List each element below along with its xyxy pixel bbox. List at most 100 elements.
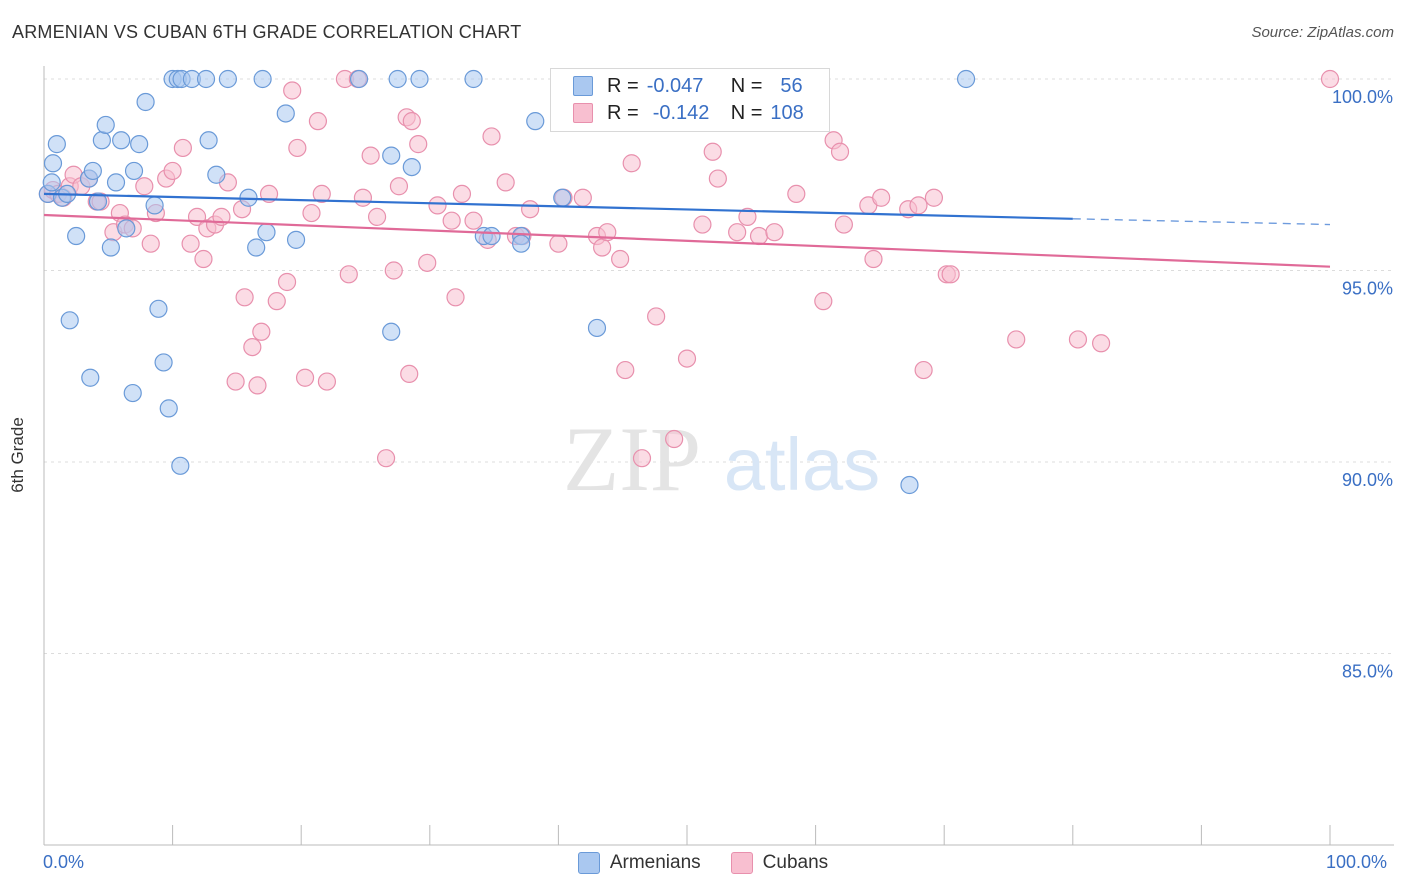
armenian-point [47, 135, 66, 154]
cuban-point [787, 184, 806, 203]
armenian-point [512, 234, 531, 253]
stats-legend: R = -0.047 N = 56 R = -0.142 N = 108 [550, 68, 830, 132]
armenian-point [218, 69, 237, 89]
legend-item-armenians: Armenians [577, 852, 701, 874]
cuban-point [464, 211, 483, 230]
armenian-point [154, 353, 173, 372]
cuban-point [521, 200, 540, 219]
watermark-zip: ZIP [563, 408, 701, 510]
armenian-point [106, 173, 126, 192]
cuban-point [226, 372, 245, 391]
armenian-point [410, 69, 429, 89]
y-tick-label: 100.0% [1332, 87, 1393, 107]
armenian-point [464, 69, 483, 89]
cuban-point [428, 196, 447, 215]
armenian-trend-extension [1072, 218, 1331, 226]
armenian-point [276, 104, 295, 123]
legend-item-cubans: Cubans [730, 852, 829, 874]
cuban-point [814, 292, 833, 311]
cuban-swatch [573, 103, 593, 123]
armenian-point [136, 92, 155, 112]
cuban-point [418, 253, 437, 272]
cuban-point [1320, 69, 1340, 89]
y-tick-labels: 85.0% 90.0% 95.0% 100.0% [1332, 87, 1393, 682]
legend-label-cubans: Cubans [762, 852, 829, 873]
armenian-point [117, 219, 136, 238]
cuban-point [312, 184, 331, 203]
cuban-point [295, 368, 315, 387]
cuban-point [163, 161, 182, 181]
armenian-point [149, 299, 168, 318]
armenian-point [124, 161, 144, 181]
cuban-point [708, 169, 727, 188]
series-legend: Armenians Cubans [0, 852, 1406, 874]
armenian-point [171, 456, 190, 475]
armenian-point [88, 192, 108, 211]
cuban-point [409, 135, 428, 154]
cuban-point [1068, 330, 1088, 349]
cuban-point [402, 112, 421, 131]
armenian-point [482, 226, 501, 246]
legend-label-armenians: Armenians [609, 852, 701, 873]
y-tick-label: 95.0% [1342, 279, 1393, 299]
cuban-point [632, 449, 652, 468]
armenian-point [60, 311, 79, 330]
r-label: R = [607, 74, 639, 97]
cuban-point [367, 207, 387, 226]
armenian-point [388, 69, 407, 89]
cuban-point [317, 372, 337, 391]
armenian-point [130, 135, 149, 154]
cuban-point [872, 188, 891, 207]
cuban-point [924, 188, 944, 207]
data-points [38, 69, 1340, 495]
cuban-point [738, 207, 757, 226]
armenian-point [96, 115, 115, 135]
watermark: ZIP atlas [563, 408, 880, 510]
x-tick-label-max: 100.0% [1326, 852, 1388, 872]
cuban-point [1091, 334, 1111, 353]
grid-lines [44, 78, 1394, 654]
cuban-point [181, 234, 200, 253]
cuban-point [593, 238, 612, 257]
cuban-point [647, 307, 666, 326]
cuban-point [914, 360, 933, 380]
cuban-point [864, 249, 883, 269]
cuban-point [141, 234, 160, 253]
armenian-point [286, 230, 306, 249]
armenian-point [42, 173, 61, 192]
cuban-point [573, 188, 592, 207]
armenian-point [900, 475, 919, 495]
cuban-point [135, 177, 154, 196]
armenians-swatch [577, 852, 600, 874]
armenian-point [112, 131, 131, 150]
n-value: 56 [780, 74, 803, 97]
cuban-point [611, 249, 630, 269]
armenian-point [123, 383, 142, 403]
cubans-swatch [730, 852, 753, 874]
y-tick-label: 90.0% [1342, 470, 1393, 490]
n-label: N = [730, 101, 763, 124]
source-credit: Source: ZipAtlas.com [1251, 24, 1394, 41]
x-tick-label-min: 0.0% [43, 852, 85, 872]
cuban-point [442, 211, 461, 230]
cuban-point [283, 81, 302, 100]
cuban-point [941, 265, 960, 284]
r-value: -0.142 [652, 101, 710, 124]
cuban-point [277, 272, 297, 292]
cuban-point [677, 349, 697, 368]
armenian-point [247, 238, 266, 257]
cuban-point [622, 154, 641, 173]
cuban-point [728, 223, 747, 242]
cuban-point [616, 360, 635, 380]
cuban-point [243, 338, 262, 357]
legend-row-cubans: R = -0.142 N = 108 [573, 101, 804, 125]
cuban-point [248, 376, 267, 395]
cuban-point [693, 215, 712, 234]
watermark-atlas: atlas [724, 423, 880, 506]
cuban-point [400, 364, 419, 384]
y-axis-label: 6th Grade [8, 417, 27, 493]
r-value: -0.047 [646, 74, 704, 97]
cuban-point [173, 138, 192, 158]
cuban-point [235, 288, 254, 307]
